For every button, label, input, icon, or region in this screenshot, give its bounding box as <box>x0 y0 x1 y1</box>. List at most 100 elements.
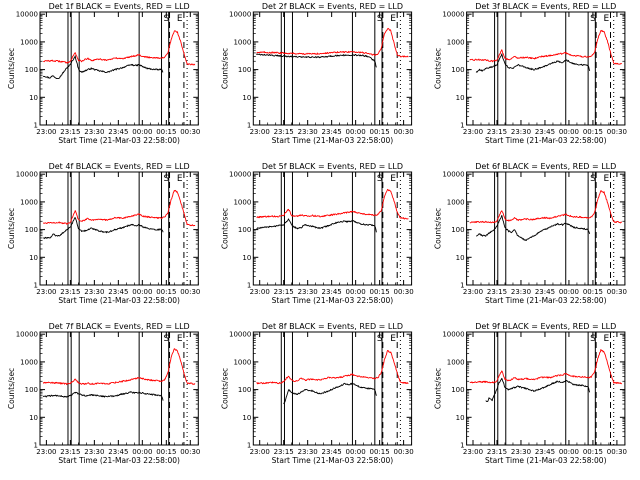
y-tick-label: 1000 <box>447 38 465 46</box>
x-tick-label: 00:15 <box>156 288 176 296</box>
x-axis-label: Start Time (21-Mar-03 22:58:00) <box>272 296 394 305</box>
y-tick-label: 1000 <box>20 198 38 206</box>
y-tick-label: 10000 <box>229 171 251 179</box>
x-tick-label: 00:00 <box>132 448 152 456</box>
panel-det-6: Det 6f BLACK = Events, RED = LLD S E 1 10 100… <box>434 162 627 305</box>
x-tick-label: 23:45 <box>535 288 555 296</box>
series-line-lld <box>469 348 623 385</box>
x-tick-label: 23:00 <box>463 128 483 136</box>
annotation-s: S <box>164 14 170 24</box>
y-tick-label: 100 <box>451 66 464 74</box>
x-tick-label: 23:45 <box>322 288 342 296</box>
y-tick-label: 1 <box>247 442 251 450</box>
y-tick-label: 10 <box>456 414 465 422</box>
series-line-events <box>283 382 377 405</box>
x-tick-label: 23:45 <box>322 128 342 136</box>
y-axis-label: Counts/sec <box>7 368 16 409</box>
x-tick-label: 23:15 <box>487 128 507 136</box>
y-tick-label: 10 <box>29 94 38 102</box>
x-tick-label: 00:00 <box>346 288 366 296</box>
x-axis-label: Start Time (21-Mar-03 22:58:00) <box>485 296 607 305</box>
x-axis-label: Start Time (21-Mar-03 22:58:00) <box>58 136 180 145</box>
annotation-s: S <box>590 14 596 24</box>
x-tick-label: 00:30 <box>180 448 200 456</box>
y-tick-label: 1 <box>460 282 464 290</box>
annotation-e: E <box>390 174 396 184</box>
plot-frame <box>252 11 413 126</box>
y-tick-label: 10000 <box>442 11 464 19</box>
x-tick-label: 23:45 <box>535 128 555 136</box>
annotation-e: E <box>177 14 183 24</box>
x-tick-label: 23:00 <box>463 448 483 456</box>
x-tick-label: 00:15 <box>156 128 176 136</box>
annotation-e: E <box>177 174 183 184</box>
series-line-events <box>475 53 591 73</box>
x-axis-label: Start Time (21-Mar-03 22:58:00) <box>485 456 607 465</box>
y-tick-label: 10 <box>456 94 465 102</box>
panel-title: Det 1f BLACK = Events, RED = LLD <box>49 2 190 11</box>
x-tick-label: 00:30 <box>394 288 414 296</box>
x-tick-label: 23:30 <box>298 128 318 136</box>
x-axis-label: Start Time (21-Mar-03 22:58:00) <box>58 296 180 305</box>
x-tick-label: 23:00 <box>36 128 56 136</box>
annotation-s: S <box>164 334 170 344</box>
series-line-events <box>476 214 591 241</box>
x-tick-label: 23:15 <box>274 288 294 296</box>
x-tick-label: 23:30 <box>298 448 318 456</box>
y-tick-label: 100 <box>451 386 464 394</box>
y-tick-label: 100 <box>25 226 38 234</box>
x-tick-label: 00:15 <box>583 128 603 136</box>
annotation-e: E <box>604 14 610 24</box>
x-axis-label: Start Time (21-Mar-03 22:58:00) <box>272 136 394 145</box>
y-tick-label: 10000 <box>16 11 38 19</box>
annotation-s: S <box>377 334 383 344</box>
panel-det-5: Det 5f BLACK = Events, RED = LLD S E 1 10 100… <box>220 162 413 305</box>
y-tick-label: 100 <box>25 66 38 74</box>
y-tick-label: 1000 <box>20 358 38 366</box>
x-tick-label: 00:30 <box>180 128 200 136</box>
y-tick-label: 1 <box>460 122 464 130</box>
series-line-lld <box>469 190 623 224</box>
x-tick-label: 00:15 <box>583 288 603 296</box>
y-axis-label: Counts/sec <box>434 368 443 409</box>
series-line-lld <box>256 27 409 58</box>
annotation-e: E <box>604 334 610 344</box>
plot-frame <box>39 11 199 126</box>
x-tick-label: 23:15 <box>60 448 80 456</box>
panel-title: Det 3f BLACK = Events, RED = LLD <box>475 2 616 11</box>
y-tick-label: 10 <box>242 414 251 422</box>
panel-det-4: Det 4f BLACK = Events, RED = LLD S E 1 10 100… <box>7 162 200 305</box>
y-axis-label: Counts/sec <box>434 208 443 249</box>
panel-det-1: Det 1f BLACK = Events, RED = LLD S E 1 10 100… <box>7 2 200 145</box>
x-tick-label: 23:00 <box>250 448 270 456</box>
y-tick-label: 1000 <box>447 198 465 206</box>
annotation-s: S <box>590 334 596 344</box>
plot-frame <box>466 171 626 286</box>
x-tick-label: 00:30 <box>607 128 627 136</box>
series-line-lld <box>469 29 623 65</box>
panel-title: Det 6f BLACK = Events, RED = LLD <box>475 162 616 171</box>
y-tick-label: 100 <box>238 66 251 74</box>
x-tick-label: 23:15 <box>274 128 294 136</box>
x-tick-label: 00:15 <box>370 288 390 296</box>
x-tick-label: 23:30 <box>511 448 531 456</box>
panel-det-3: Det 3f BLACK = Events, RED = LLD S E 1 10 100… <box>434 2 627 145</box>
plot-frame <box>466 331 626 446</box>
panel-det-9: Det 9f BLACK = Events, RED = LLD S E 1 10 100… <box>434 322 627 465</box>
panel-title: Det 9f BLACK = Events, RED = LLD <box>475 322 616 331</box>
x-tick-label: 23:00 <box>250 128 270 136</box>
y-tick-label: 1 <box>34 282 38 290</box>
y-axis-label: Counts/sec <box>220 368 229 409</box>
series-line-events <box>43 217 164 240</box>
x-tick-label: 00:00 <box>346 448 366 456</box>
panel-det-8: Det 8f BLACK = Events, RED = LLD S E 1 10 100… <box>220 322 413 465</box>
x-tick-label: 00:00 <box>559 128 579 136</box>
series-line-lld <box>42 189 196 227</box>
annotation-e: E <box>390 14 396 24</box>
series-line-lld <box>256 349 409 385</box>
x-tick-label: 23:15 <box>60 128 80 136</box>
x-axis-label: Start Time (21-Mar-03 22:58:00) <box>272 456 394 465</box>
y-axis-label: Counts/sec <box>7 208 16 249</box>
